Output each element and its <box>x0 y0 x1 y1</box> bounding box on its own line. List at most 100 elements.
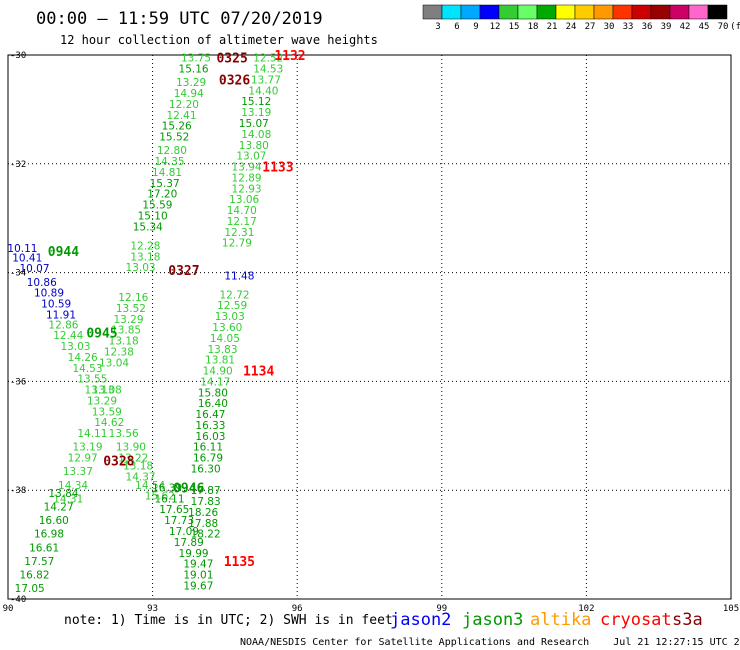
swh-value-label: 12.20 <box>169 99 199 111</box>
colorbar-unit: (ft) <box>730 22 740 32</box>
swh-value-label: 13.55 <box>77 374 107 386</box>
colorbar-swatch <box>536 4 557 20</box>
swh-value-label: 15.52 <box>159 132 189 144</box>
swh-value-label: 16.33 <box>195 420 225 432</box>
swh-value-label: 15.16 <box>179 64 209 76</box>
swh-value-label: 13.59 <box>92 406 122 418</box>
swh-value-label: 19.67 <box>183 580 213 592</box>
swh-value-label: 12.16 <box>118 292 148 304</box>
swh-value-label: 15.80 <box>198 387 228 399</box>
swh-value-label: 15.34 <box>133 221 163 233</box>
pass-time-label: 0328 <box>103 454 134 469</box>
legend-entry-jason2: jason2 <box>390 610 451 630</box>
colorbar-tick: 18 <box>528 22 539 32</box>
swh-value-label: 12.17 <box>227 216 257 228</box>
colorbar-tick: 45 <box>699 22 710 32</box>
pass-time-label: 1133 <box>262 161 293 176</box>
swh-value-label: 13.22 <box>118 453 148 465</box>
colorbar-swatch <box>460 4 481 20</box>
swh-value-label: 13.18 <box>109 336 139 348</box>
swh-value-label: 13.08 <box>92 385 122 397</box>
swh-value-label: 13.19 <box>241 107 271 119</box>
legend-entry-jason3: jason3 <box>462 610 523 630</box>
y-tick-label: -30 <box>10 51 26 61</box>
swh-value-label: 15.10 <box>138 210 168 222</box>
plot-frame <box>7 54 732 600</box>
swh-value-label: 18.26 <box>188 507 218 519</box>
pass-time-label: 0326 <box>219 73 250 88</box>
swh-value-label: 13.56 <box>109 428 139 440</box>
colorbar-swatch <box>593 4 614 20</box>
swh-value-label: 13.13 <box>85 385 115 397</box>
swh-value-label: 17.73 <box>164 515 194 527</box>
swh-value-label: 13.29 <box>87 395 117 407</box>
swh-value-label: 14.94 <box>174 88 204 100</box>
swh-value-label: 14.26 <box>68 352 98 364</box>
colorbar-tick: 9 <box>473 22 478 32</box>
swh-value-label: 16.98 <box>34 529 64 541</box>
swh-value-label: 10.89 <box>34 288 64 300</box>
swh-value-label: 13.29 <box>176 77 206 89</box>
swh-value-label: 12.93 <box>232 183 262 195</box>
swh-value-label: 14.35 <box>154 156 184 168</box>
gridlines <box>8 55 731 599</box>
swh-value-label: 14.17 <box>200 376 230 388</box>
swh-value-label: 14.53 <box>253 64 283 76</box>
swh-value-label: 16.60 <box>39 515 69 527</box>
pass-time-label: 0325 <box>216 52 247 67</box>
swh-value-label: 12.28 <box>130 240 160 252</box>
x-tick-label: 90 <box>3 604 14 614</box>
swh-value-label: 16.11 <box>193 442 223 454</box>
x-tick-label: 102 <box>578 604 594 614</box>
swh-value-label: 13.29 <box>113 314 143 326</box>
swh-value-label: 13.80 <box>239 140 269 152</box>
colorbar-tick: 42 <box>680 22 691 32</box>
credit-text: NOAA/NESDIS Center for Satellite Applica… <box>240 637 740 648</box>
note-text: note: 1) Time is in UTC; 2) SWH is in fe… <box>64 613 393 628</box>
swh-value-label: 16.79 <box>193 453 223 465</box>
legend-entry-s3a: s3a <box>672 610 703 630</box>
pass-time-label: 0946 <box>173 481 204 496</box>
pass-time-label: 0945 <box>86 326 117 341</box>
colorbar-tick: 15 <box>509 22 520 32</box>
swh-value-label: 17.09 <box>169 526 199 538</box>
chart-subtitle: 12 hour collection of altimeter wave hei… <box>60 33 378 47</box>
pass-time-labels: 1132 1133 1134 1135 0325 0326 0327 0328 0944 0945… <box>48 49 306 570</box>
swh-value-label: 17.87 <box>191 485 221 497</box>
swh-value-label: 13.18 <box>123 461 153 473</box>
swh-value-label: 13.83 <box>207 344 237 356</box>
swh-value-label: 17.57 <box>24 556 54 568</box>
swh-value-label: 12.44 <box>53 330 83 342</box>
swh-value-label: 13.04 <box>99 357 129 369</box>
swh-value-label: 13.37 <box>63 466 93 478</box>
x-tick-label: 96 <box>292 604 303 614</box>
swh-value-label: 10.86 <box>27 277 57 289</box>
swh-value-label: 16.82 <box>19 570 49 582</box>
swh-value-label: 13.77 <box>251 74 281 86</box>
swh-value-label: 15.07 <box>239 118 269 130</box>
colorbar-tick: 30 <box>604 22 615 32</box>
colorbar-tick: 70 <box>718 22 729 32</box>
pass-time-label: 0944 <box>48 245 79 260</box>
swh-value-label: 14.05 <box>210 333 240 345</box>
swh-value-label: 12.97 <box>68 453 98 465</box>
swh-value-label: 13.03 <box>60 341 90 353</box>
swh-value-label: 13.75 <box>181 53 211 65</box>
colorbar-swatch <box>650 4 671 20</box>
pass-time-label: 1134 <box>243 365 274 380</box>
swh-value-label: 11.48 <box>224 270 254 282</box>
swh-value-label: 16.30 <box>191 463 221 475</box>
swh-value-label: 13.90 <box>116 442 146 454</box>
colorbar-swatch <box>517 4 538 20</box>
swh-value-label: 13.52 <box>116 303 146 315</box>
swh-value-label: 12.89 <box>232 172 262 184</box>
y-tick-label: -32 <box>10 160 26 170</box>
pass-time-label: 1132 <box>274 49 305 64</box>
swh-value-label: 13.19 <box>72 442 102 454</box>
swh-value-label: 12.72 <box>220 289 250 301</box>
swh-value-label: 12.80 <box>157 145 187 157</box>
y-tick-label: -38 <box>10 486 26 496</box>
satellite-legend: jason2 jason3 altika cryosat s3a <box>390 610 703 630</box>
